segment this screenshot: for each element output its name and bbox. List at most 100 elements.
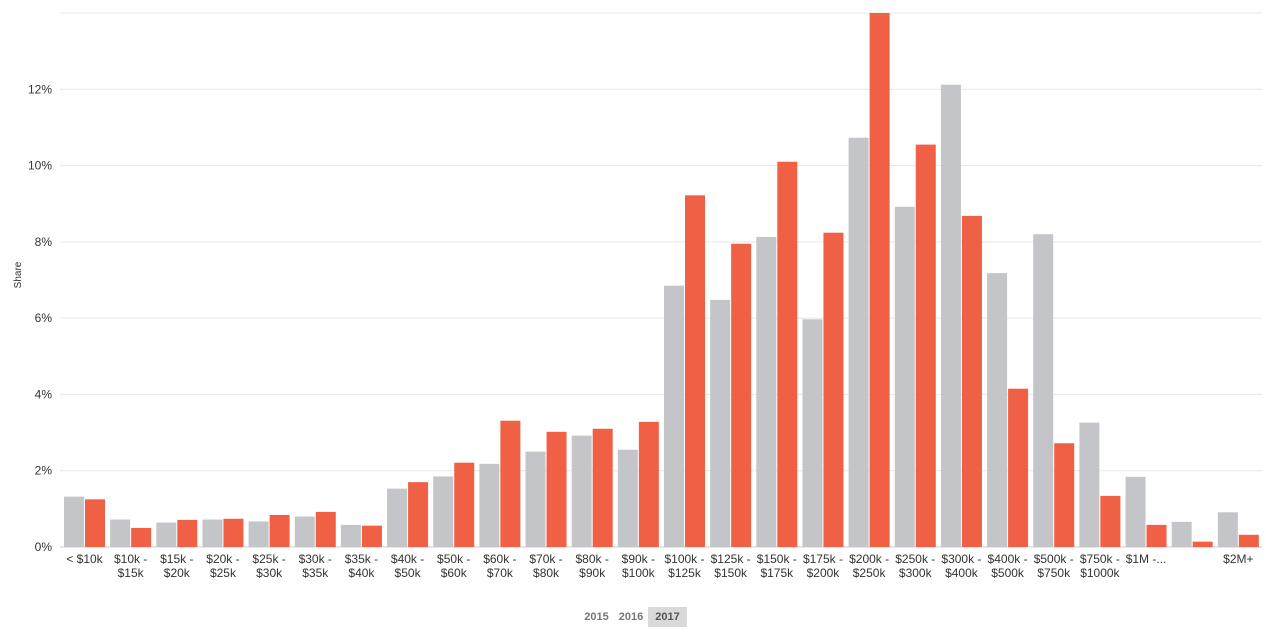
bar-current-year[interactable]: [1238, 534, 1259, 547]
x-tick-label: $250k: [853, 566, 887, 580]
bar-current-year[interactable]: [777, 161, 798, 547]
y-tick-label: 6%: [35, 311, 53, 325]
bar-prior-year[interactable]: [664, 285, 684, 547]
x-tick-label: $30k -: [299, 552, 332, 566]
bar-current-year[interactable]: [131, 527, 152, 547]
x-tick-label: $35k: [302, 566, 329, 580]
bar-current-year[interactable]: [685, 195, 705, 547]
x-tick-label: $500k -: [1034, 552, 1074, 566]
bar-prior-year[interactable]: [940, 84, 961, 548]
bar-prior-year[interactable]: [479, 463, 500, 547]
x-tick-label: $1000k: [1080, 566, 1120, 580]
bar-prior-year[interactable]: [525, 451, 546, 547]
bar-prior-year[interactable]: [110, 519, 131, 547]
bar-current-year[interactable]: [1008, 388, 1029, 547]
bar-prior-year[interactable]: [1217, 512, 1238, 547]
bar-prior-year[interactable]: [802, 319, 823, 547]
bar-current-year[interactable]: [869, 13, 890, 547]
x-tick-label: $40k -: [391, 552, 424, 566]
x-axis-tick-labels: < $10k $10k -$15k $15k -$20k $20k -$25k $25k…: [66, 552, 1253, 580]
x-tick-label: $300k -: [941, 552, 981, 566]
y-tick-label: 8%: [35, 235, 53, 249]
bar-prior-year[interactable]: [294, 516, 315, 547]
bar-prior-year[interactable]: [64, 496, 84, 547]
bar-current-year[interactable]: [500, 420, 521, 547]
x-tick-label: $10k -: [114, 552, 147, 566]
bar-prior-year[interactable]: [156, 522, 177, 547]
bar-current-year[interactable]: [454, 462, 475, 547]
bar-prior-year[interactable]: [387, 488, 408, 547]
x-tick-label: $60k: [441, 566, 468, 580]
x-tick-label: $80k: [533, 566, 560, 580]
x-tick-label: $25k: [210, 566, 237, 580]
bar-prior-year[interactable]: [433, 476, 454, 547]
year-tab-2015[interactable]: 2015: [584, 610, 609, 623]
bar-prior-year[interactable]: [248, 521, 269, 547]
x-tick-label: $400k: [945, 566, 979, 580]
year-tab-2017[interactable]: 2017: [648, 606, 687, 627]
bar-current-year[interactable]: [85, 499, 105, 547]
x-tick-label: < $10k: [66, 552, 103, 566]
bar-prior-year[interactable]: [571, 435, 592, 547]
bar-current-year[interactable]: [269, 514, 290, 547]
x-tick-label: $70k -: [529, 552, 562, 566]
bar-current-year[interactable]: [361, 525, 382, 547]
x-tick-label: $300k: [899, 566, 933, 580]
x-tick-label: $20k -: [206, 552, 239, 566]
bar-prior-year[interactable]: [340, 524, 361, 547]
bar-current-year[interactable]: [1054, 443, 1075, 547]
bar-current-year[interactable]: [408, 482, 429, 547]
year-tab-2016[interactable]: 2016: [618, 610, 644, 623]
x-tick-label: $175k: [760, 566, 794, 580]
x-tick-label: $90k: [579, 566, 606, 580]
x-tick-label: $40k: [348, 566, 375, 580]
bar-prior-year[interactable]: [848, 137, 869, 547]
y-axis-label: Share: [13, 261, 24, 288]
bar-prior-year[interactable]: [1125, 476, 1146, 547]
bar-prior-year[interactable]: [202, 519, 223, 547]
y-tick-label: 10%: [28, 159, 52, 173]
bar-current-year[interactable]: [1146, 524, 1167, 547]
x-tick-label: $30k: [256, 566, 283, 580]
x-tick-label: $150k: [714, 566, 748, 580]
x-tick-label: $70k: [487, 566, 514, 580]
bar-prior-year[interactable]: [987, 273, 1008, 547]
bar-prior-year[interactable]: [710, 299, 731, 547]
bar-prior-year[interactable]: [894, 206, 915, 547]
bar-current-year[interactable]: [915, 144, 936, 548]
x-tick-label: $200k: [807, 566, 841, 580]
bar-prior-year[interactable]: [1033, 234, 1054, 547]
x-tick-label: $250k -: [895, 552, 935, 566]
bar-current-year[interactable]: [823, 232, 844, 547]
bar-current-year[interactable]: [961, 215, 982, 548]
x-tick-label: $750k -: [1080, 552, 1120, 566]
x-tick-label: $2M+: [1223, 552, 1253, 566]
income-share-chart: 0% 2% 4% 6% 8% 10% 12% Share < $10k $10k -$15k $…: [13, 12, 1262, 580]
bar-current-year[interactable]: [1192, 541, 1213, 547]
bar-prior-year[interactable]: [617, 449, 638, 547]
x-tick-label: $20k: [164, 566, 191, 580]
bar-current-year[interactable]: [638, 421, 659, 547]
bar-current-year[interactable]: [1100, 495, 1121, 547]
bar-prior-year[interactable]: [1079, 422, 1100, 547]
x-tick-label: $100k: [622, 566, 656, 580]
bar-current-year[interactable]: [546, 431, 567, 547]
x-tick-label: $35k -: [345, 552, 378, 566]
bar-current-year[interactable]: [592, 428, 613, 547]
bar-current-year[interactable]: [731, 243, 752, 547]
x-tick-label: $750k: [1037, 566, 1071, 580]
bar-prior-year[interactable]: [756, 236, 777, 548]
bar-prior-year[interactable]: [1171, 521, 1192, 547]
x-tick-label: $175k -: [803, 552, 843, 566]
bar-current-year[interactable]: [177, 519, 198, 547]
y-tick-label: 0%: [35, 540, 53, 554]
bar-current-year[interactable]: [223, 518, 244, 547]
grid-lines: [60, 12, 1262, 548]
x-tick-label: $15k: [118, 566, 145, 580]
bar-current-year[interactable]: [315, 511, 336, 547]
y-tick-label: 4%: [35, 387, 53, 401]
x-tick-label: $200k -: [849, 552, 889, 566]
x-tick-label: $90k -: [622, 552, 655, 566]
x-tick-label: $125k: [668, 566, 702, 580]
bars: [64, 13, 1259, 548]
